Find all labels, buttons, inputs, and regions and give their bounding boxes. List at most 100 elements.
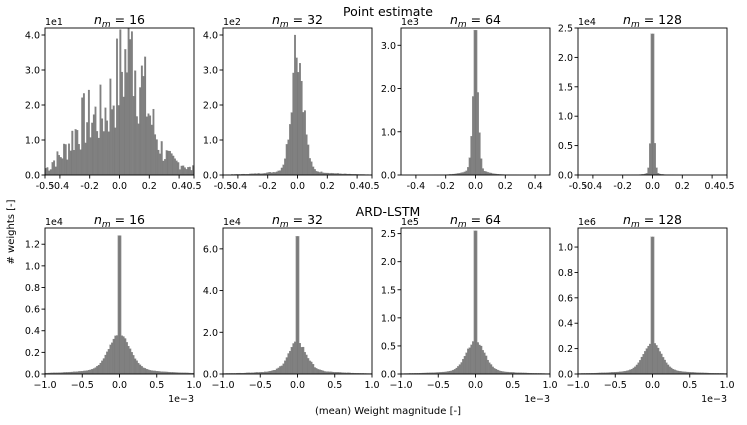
histogram-bar <box>179 169 181 176</box>
x-tick-label: -0.2 <box>258 181 277 192</box>
histogram-bar <box>312 166 315 176</box>
histogram-bar <box>152 108 155 176</box>
histogram-bar <box>172 155 175 176</box>
histogram-bar <box>473 30 476 176</box>
histogram-bar <box>150 370 153 375</box>
title-value: = 64 <box>467 12 501 27</box>
histogram-bar <box>274 370 277 375</box>
y-tick-label: 1.0 <box>25 261 40 272</box>
y-tick-label: 1.0 <box>381 127 396 138</box>
histogram-bar <box>629 369 632 375</box>
histogram-bar <box>322 370 325 375</box>
histogram-bar <box>122 336 125 375</box>
x-tick-label: 0.2 <box>142 181 157 192</box>
histogram-bar <box>114 127 117 176</box>
histogram-bar <box>165 150 168 176</box>
histogram-bar <box>154 370 157 375</box>
y-tick-label: 4.0 <box>203 31 218 42</box>
y-tick-label: 0.0 <box>25 171 40 182</box>
histogram-bar <box>56 151 59 176</box>
histogram-bar <box>307 358 310 375</box>
x-tick-label: 0.4 <box>528 181 543 192</box>
title-subscript: m <box>631 20 640 30</box>
y-tick-label: 6.0 <box>203 244 218 255</box>
histogram-bar <box>174 158 176 176</box>
histogram-bar <box>112 105 115 176</box>
histogram-bar <box>86 370 89 375</box>
histogram-bar <box>491 366 494 375</box>
title-value: = 32 <box>289 212 323 227</box>
histogram-bar <box>483 171 486 176</box>
histogram-bar <box>129 348 132 375</box>
y-scale-label: 1e5 <box>401 217 419 228</box>
histogram-bar <box>637 362 640 375</box>
histogram-bar <box>139 87 142 176</box>
x-tick-label: 0.0 <box>645 181 660 192</box>
x-tick-label: -0.2 <box>436 181 455 192</box>
histogram-bar <box>652 236 655 375</box>
histogram-bar <box>51 162 54 176</box>
histogram-bar <box>107 131 110 176</box>
histogram-bar <box>272 370 275 375</box>
histogram-bar <box>660 353 663 375</box>
title-symbol: n <box>450 12 458 27</box>
histogram-bar <box>284 158 287 176</box>
y-tick-label: 4.0 <box>203 286 218 297</box>
x-tick-label: 0.0 <box>112 181 127 192</box>
histogram-bar <box>73 149 75 176</box>
y-tick-label: 0.6 <box>25 305 40 316</box>
histogram-bar <box>104 354 107 375</box>
histogram-bar <box>485 355 488 375</box>
histogram-bar <box>652 33 655 176</box>
y-tick-label: 3.0 <box>381 41 396 52</box>
y-tick-label: 0.5 <box>558 141 573 152</box>
histogram-bar <box>292 72 295 176</box>
histogram-bar <box>160 141 163 176</box>
histogram-bar <box>130 352 133 375</box>
histogram-bar <box>119 235 122 375</box>
histogram-bar <box>149 370 152 375</box>
histogram-bar <box>458 364 461 375</box>
histogram-bar <box>104 107 107 176</box>
y-axis-label: # weights [-] <box>6 199 17 264</box>
y-tick-label: 1.0 <box>558 243 573 254</box>
histogram-bar <box>657 347 660 375</box>
histogram-bar <box>472 341 474 375</box>
histogram-bar <box>140 366 143 375</box>
panel-title: nm = 16 <box>94 212 145 230</box>
x-tick-label: 0.5 <box>186 181 201 192</box>
histogram-bar <box>488 362 491 375</box>
histogram-bar <box>672 369 675 375</box>
histogram-bar <box>102 131 105 176</box>
histogram-bar <box>475 230 478 375</box>
x-tick-label: 0.0 <box>468 380 483 391</box>
histogram-bar <box>162 160 165 176</box>
histogram-bar <box>188 166 191 176</box>
histogram-bar <box>496 369 499 375</box>
row-title-ard-lstm: ARD-LSTM <box>356 204 421 219</box>
histogram-bar <box>81 97 84 176</box>
histogram-bar <box>634 366 637 375</box>
histogram-bar <box>482 168 484 176</box>
histogram-bar <box>645 348 648 375</box>
histogram-bar <box>282 363 285 375</box>
histogram-bar <box>290 347 293 375</box>
histogram-bar <box>112 338 115 375</box>
histogram-bar <box>129 39 132 176</box>
histogram-bar <box>124 49 127 176</box>
x-tick-label: 0.5 <box>505 380 520 391</box>
histogram-bar <box>650 236 653 375</box>
title-subscript: m <box>280 20 289 30</box>
histogram-bar <box>675 370 678 375</box>
histogram-bar <box>647 167 650 176</box>
x-tick-label: −0.5 <box>249 380 272 391</box>
histogram-bar <box>150 124 153 176</box>
histogram-bar <box>139 364 142 375</box>
histogram-bar <box>137 123 140 176</box>
x-tick-label: 0.0 <box>645 380 660 391</box>
histogram-bar <box>76 130 79 176</box>
x-tick-label: 0.0 <box>112 380 127 391</box>
title-value: = 16 <box>111 12 145 27</box>
histogram-bar <box>111 109 113 176</box>
title-subscript: m <box>458 220 467 230</box>
